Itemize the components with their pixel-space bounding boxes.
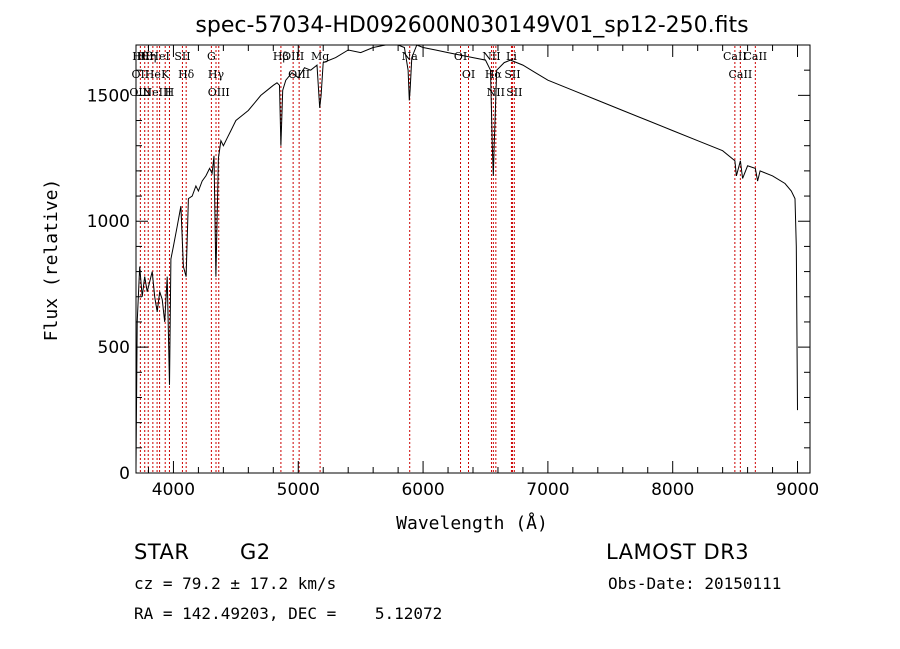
x-tick-label: 6000 (401, 480, 444, 500)
spectral-line-label-15-0: OIII (288, 68, 310, 81)
axis-ticks (136, 44, 810, 474)
y-tick-label: 1000 (87, 212, 130, 232)
x-tick-label: 5000 (277, 480, 320, 500)
y-tick-label: 1500 (87, 86, 130, 106)
spectral-line-label-17-0: Na (402, 50, 419, 63)
spectral-line-label-28-0: CaII (743, 50, 767, 63)
spectral-line-label-8-0: SII (174, 50, 190, 63)
y-tick-label: 0 (119, 464, 130, 484)
spectral-line-label-14-0: OIII (282, 50, 304, 63)
redshift-velocity: cz = 79.2 ± 17.2 km/s (134, 574, 337, 593)
spectral-line-label-21-0: Hα (485, 68, 503, 81)
spectral-line-label-18-0: OI (454, 50, 467, 63)
axis-tick-labels: 4000 5000 6000 7000 8000 9000 0 500 1000 1500 (87, 86, 819, 500)
spectral-line-label-12-0: OIII (208, 86, 230, 99)
spectral-line-labels: HθOIIOIIIHθHηHeNeIIIHeIKHSIIHδGHγOIIIHβO… (129, 50, 767, 99)
spectral-line-label-3-0: He (145, 68, 161, 81)
x-axis-label: Wavelength (Å) (396, 512, 548, 534)
spectral-line-label-16-0: Mg (311, 50, 329, 63)
spectral-line-label-19-0: OI (462, 68, 475, 81)
spectral-line-label-2-0: Hη (140, 50, 156, 63)
x-tick-label: 7000 (526, 480, 569, 500)
spectral-line-label-4-0: NeIII (143, 86, 172, 99)
spectral-line-label-27-0: CaII (729, 68, 753, 81)
spectral-line-label-6-0: K (161, 68, 170, 81)
object-subclass: G2 (240, 540, 271, 564)
x-tick-label: 9000 (776, 480, 819, 500)
object-class: STAR (134, 540, 190, 564)
spectral-line-label-11-0: Hγ (208, 68, 225, 81)
spectral-line-label-25-0: SII (506, 86, 522, 99)
spectral-line-label-24-0: SII (504, 68, 520, 81)
coordinates: RA = 142.49203, DEC = 5.12072 (134, 604, 443, 623)
spectral-line-label-7-0: H (165, 86, 175, 99)
spectral-line-markers (139, 46, 756, 473)
spectral-line-label-20-0: NII (482, 50, 500, 63)
spectral-line-label-10-0: G (207, 50, 216, 63)
spectral-line-label-23-0: Li (506, 50, 517, 63)
observation-date: Obs-Date: 20150111 (608, 574, 782, 593)
chart-title: spec-57034-HD092600N030149V01_sp12-250.f… (195, 13, 748, 38)
spectral-line-label-1-0: Hθ (137, 50, 154, 63)
spectral-line-label-5-0: HeI (149, 50, 169, 63)
x-tick-label: 4000 (152, 480, 195, 500)
y-tick-label: 500 (98, 338, 130, 358)
y-axis-label: Flux (relative) (41, 179, 62, 342)
plot-frame (135, 44, 811, 474)
spectral-line-label-26-0: CaII (723, 50, 747, 63)
spectral-line-label-9-0: Hδ (178, 68, 195, 81)
flux-series-line (135, 44, 798, 469)
spectral-line-label-13-0: Hβ (273, 50, 289, 63)
survey-name: LAMOST DR3 (606, 540, 750, 564)
x-tick-label: 8000 (651, 480, 694, 500)
